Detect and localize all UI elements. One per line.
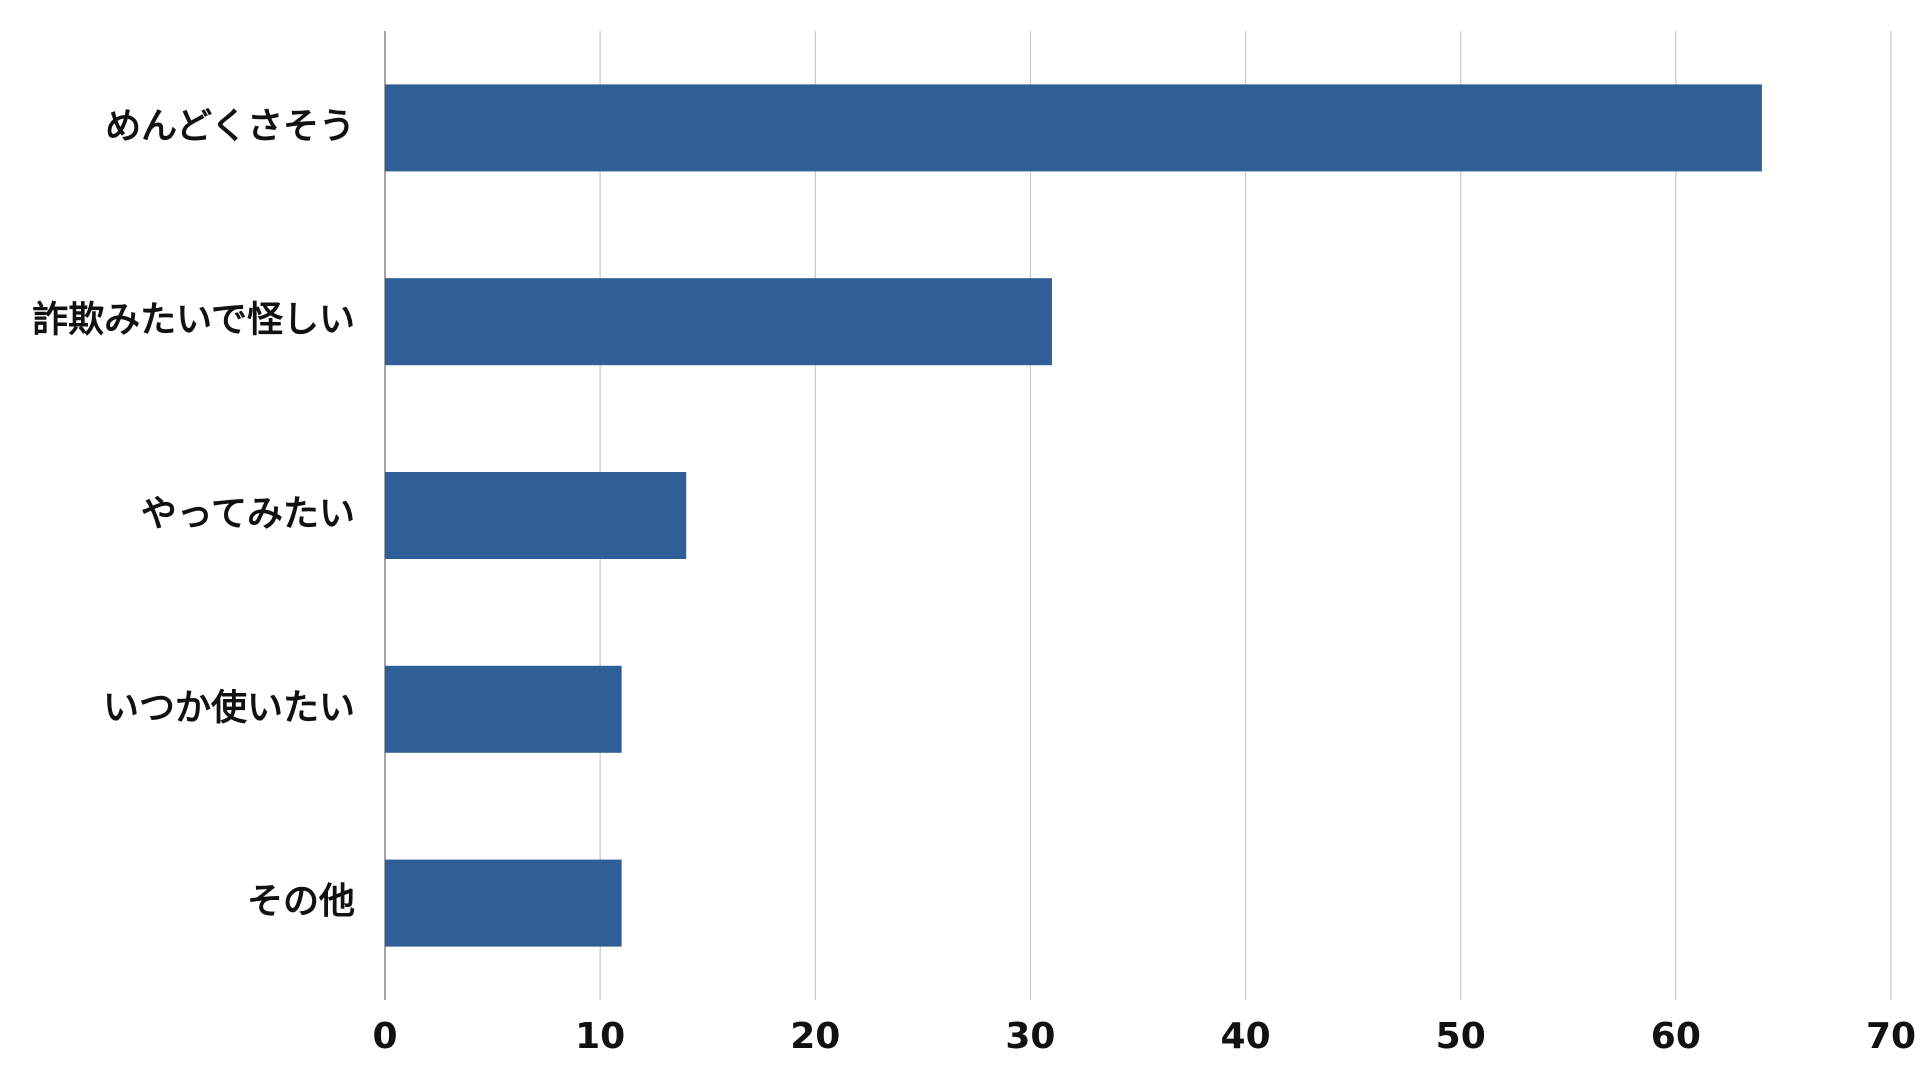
x-tick-label: 60 [1651, 1016, 1701, 1057]
y-tick-label: その他 [247, 881, 355, 922]
bar [385, 472, 687, 559]
x-tick-label: 20 [790, 1016, 840, 1057]
bar [385, 278, 1052, 366]
x-tick-label: 50 [1436, 1016, 1486, 1057]
x-tick-label: 30 [1005, 1016, 1055, 1057]
y-tick-label: めんどくさそう [105, 106, 355, 147]
bar [385, 859, 622, 947]
x-tick-label: 70 [1866, 1016, 1916, 1057]
y-tick-label: いつか使いたい [103, 687, 355, 728]
bar [385, 665, 622, 753]
x-tick-label: 10 [575, 1016, 625, 1057]
y-tick-label: やってみたい [141, 494, 355, 535]
x-tick-label: 0 [372, 1016, 397, 1057]
bar [385, 84, 1762, 172]
x-tick-label: 40 [1221, 1016, 1271, 1057]
y-tick-label: 詐欺みたいで怪しい [32, 300, 355, 341]
